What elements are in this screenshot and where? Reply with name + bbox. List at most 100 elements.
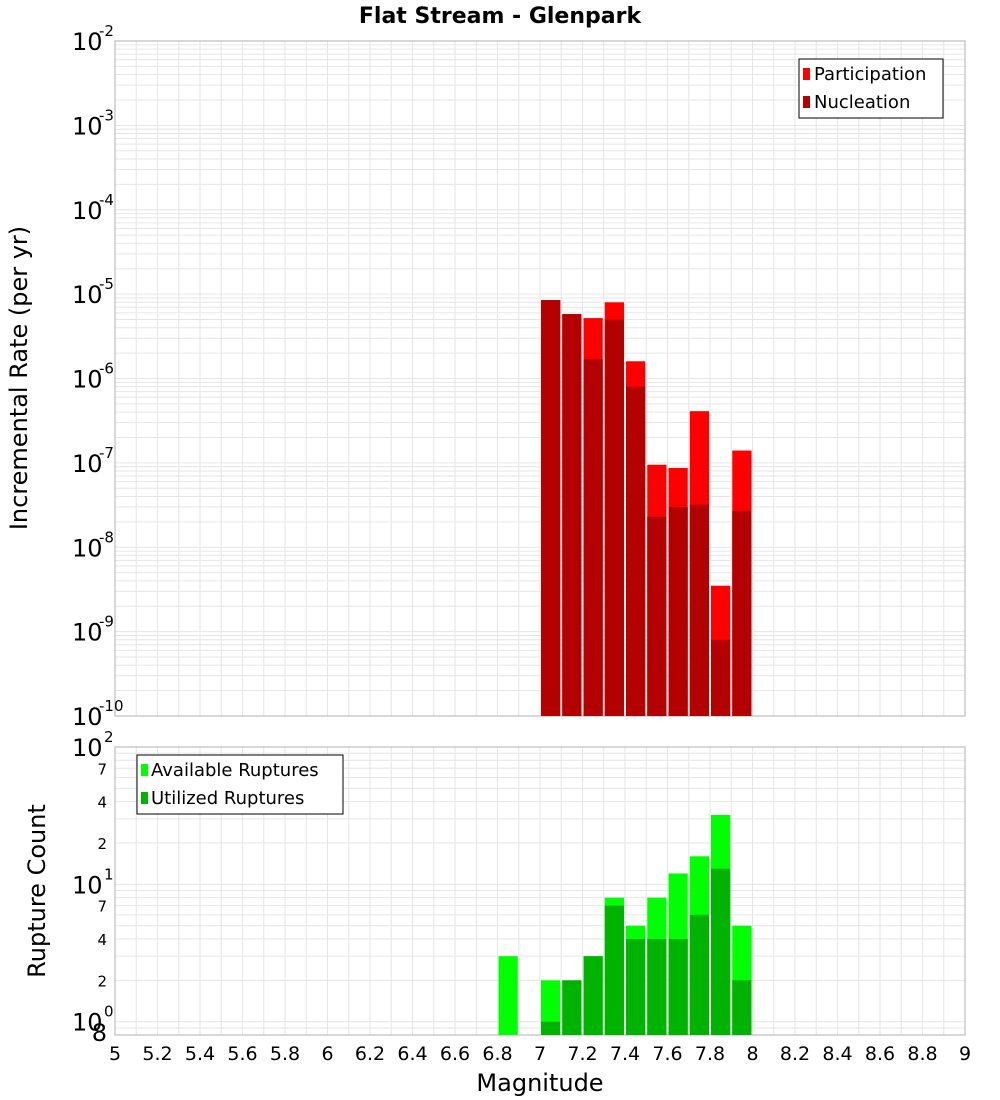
y-tick-base: 10: [72, 534, 103, 562]
count-bar-s2: [668, 939, 688, 1035]
y-tick-exponent: -5: [99, 275, 114, 293]
y-tick-base: 10: [72, 734, 103, 762]
y-tick-label: 10 0: [72, 1003, 114, 1037]
plot-frame: [114, 746, 966, 1036]
y-tick-exponent: -4: [99, 191, 114, 209]
x-tick-label: 7.8: [695, 1043, 725, 1065]
y-tick-label: 10 2: [72, 728, 114, 762]
y-minor-tick-label: 7: [97, 760, 107, 778]
y-tick-base: 10: [72, 619, 103, 647]
count-bar-s2: [604, 905, 624, 1035]
rate-bar-s2: [668, 506, 688, 716]
x-tick-label: 9: [959, 1043, 971, 1065]
y-tick-base: 10: [72, 450, 103, 478]
count-bar-s1: [541, 980, 561, 1035]
rate-bar-s2: [626, 386, 646, 716]
legend-nucleation-swatch: [803, 96, 810, 108]
count-bar-s2: [583, 956, 603, 1035]
y-tick-label: 10 1: [72, 865, 114, 899]
y-minor-tick-label: 7: [97, 898, 107, 916]
y-tick-label: 10-2: [72, 22, 114, 56]
y-tick-base: 10: [72, 1009, 103, 1037]
x-tick-label: 7: [534, 1043, 546, 1065]
plot-frame: [114, 40, 966, 717]
x-tick-label: 8.2: [780, 1043, 810, 1065]
count-bar-s2: [689, 914, 709, 1035]
y-tick-base: 10: [72, 281, 103, 309]
top-y-axis-label: Incremental Rate (per yr): [5, 226, 33, 530]
y-minor-tick-label: 2: [97, 835, 107, 853]
y-tick-exponent: -3: [99, 106, 114, 124]
y-minor-tick-label: 4: [97, 794, 107, 812]
rate-bar-s2: [711, 639, 731, 716]
x-axis-label: Magnitude: [476, 1069, 603, 1097]
legend-nucleation-label: Nucleation: [814, 92, 910, 113]
y-tick-exponent: 0: [104, 1003, 114, 1021]
x-tick-label: 5.6: [227, 1043, 257, 1065]
count-bar-s2: [541, 1021, 561, 1035]
legend-available-swatch: [141, 764, 148, 776]
x-tick-label: 6: [321, 1043, 333, 1065]
count-bar-s2: [732, 980, 752, 1035]
x-tick-label: 6.8: [482, 1043, 512, 1065]
y-tick-label: 10-9: [72, 613, 114, 647]
y-tick-exponent: 2: [104, 728, 114, 746]
x-tick-label: 6.6: [440, 1043, 470, 1065]
y-tick-exponent: -8: [99, 528, 114, 546]
y-tick-label: 10-8: [72, 528, 114, 562]
x-tick-label: 7.6: [652, 1043, 682, 1065]
y-tick-exponent: -6: [99, 360, 114, 378]
rate-bar-s2: [647, 516, 667, 716]
y-tick-exponent: -9: [99, 613, 114, 631]
x-tick-label: 8.4: [822, 1043, 852, 1065]
x-tick-label: 5.4: [185, 1043, 215, 1065]
rate-bar-s2: [689, 504, 709, 716]
count-bar-s1: [498, 956, 518, 1035]
x-tick-label: 5.2: [142, 1043, 172, 1065]
y-minor-tick-label: 4: [97, 931, 107, 949]
count-bar-s2: [711, 868, 731, 1035]
y-tick-exponent: -10: [99, 697, 124, 715]
x-tick-label: 5.8: [270, 1043, 300, 1065]
legend-utilized-label: Utilized Ruptures: [151, 788, 304, 809]
y-tick-base: 10: [72, 28, 103, 56]
rate-bar-s2: [541, 300, 561, 716]
y-tick-base: 10: [72, 703, 103, 731]
y-tick-exponent: -2: [99, 22, 114, 40]
y-tick-label: 10-10: [72, 697, 124, 731]
y-tick-label: 10-5: [72, 275, 114, 309]
y-tick-base: 10: [72, 112, 103, 140]
rate-bar-s2: [732, 510, 752, 716]
x-tick-label: 7.2: [567, 1043, 597, 1065]
legend-top: Participation Nucleation: [798, 58, 944, 119]
x-tick-label: 8.8: [907, 1043, 937, 1065]
y-tick-exponent: -7: [99, 444, 114, 462]
legend-participation-label: Participation: [814, 64, 926, 85]
legend-available-label: Available Ruptures: [151, 760, 319, 781]
y-tick-base: 10: [72, 197, 103, 225]
grid: [114, 41, 966, 717]
count-bar-s2: [562, 980, 582, 1035]
legend-utilized-swatch: [141, 792, 148, 804]
legend-participation-swatch: [803, 68, 810, 80]
y-tick-base: 10: [72, 366, 103, 394]
y-tick-label: 10-4: [72, 191, 114, 225]
rate-bar-s2: [604, 319, 624, 716]
count-bar-s2: [647, 939, 667, 1035]
y-minor-tick-label: 2: [97, 972, 107, 990]
x-tick-label: 7.4: [610, 1043, 640, 1065]
rate-bar-s2: [562, 314, 582, 716]
x-tick-label: 8.6: [865, 1043, 895, 1065]
grid: [114, 747, 966, 1036]
y-tick-label: 10-3: [72, 106, 114, 140]
bottom-y-axis-label: Rupture Count: [23, 804, 51, 978]
x-tick-label: 6.2: [355, 1043, 385, 1065]
rate-bar-s2: [583, 359, 603, 716]
y-tick-label: 10-7: [72, 444, 114, 478]
legend-bottom: Available Ruptures Utilized Ruptures: [136, 754, 344, 815]
chart-title: Flat Stream - Glenpark: [359, 4, 643, 29]
y-tick-base: 10: [72, 871, 103, 899]
count-bar-s2: [626, 939, 646, 1035]
